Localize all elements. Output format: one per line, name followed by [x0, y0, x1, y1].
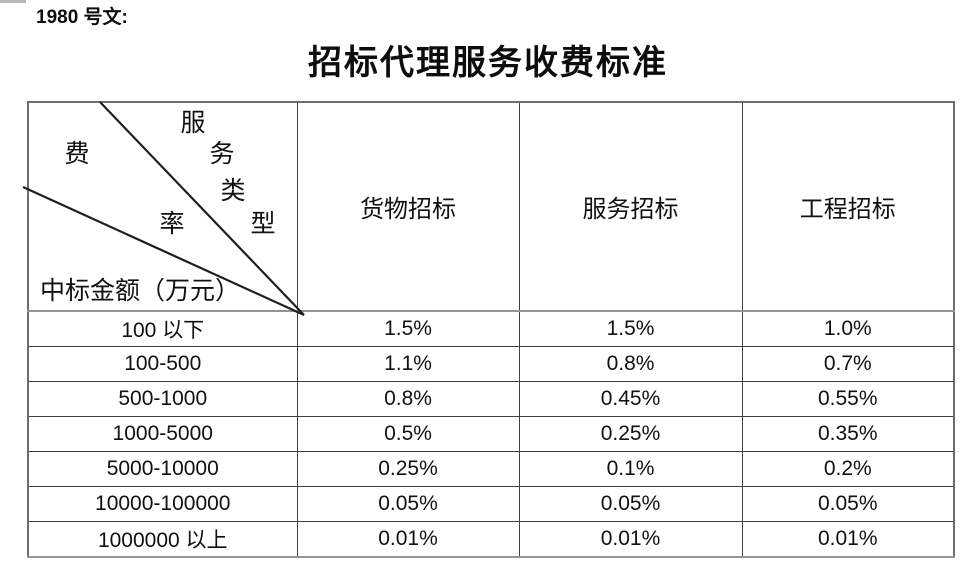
row-label: 100-500 [27, 346, 298, 382]
table-row: 5000-10000 0.25% 0.1% 0.2% [27, 451, 955, 487]
table-row: 500-1000 0.8% 0.45% 0.55% [27, 381, 955, 417]
row-label: 10000-100000 [27, 486, 298, 522]
fee-table: 服 务 类 型 费 率 中标金额（万元） 货物招标 服务招标 工程招标 100 … [22, 101, 955, 558]
table-row: 10000-100000 0.05% 0.05% 0.05% [27, 486, 955, 522]
fee-value: 0.25% [518, 416, 743, 452]
column-header-service: 服务招标 [518, 101, 743, 312]
row-label: 5000-10000 [27, 451, 298, 487]
corner-label-service-char: 服 [180, 110, 206, 137]
header-diagonal-lines [22, 101, 305, 317]
fee-value: 0.35% [741, 416, 955, 452]
table-row: 100-500 1.1% 0.8% 0.7% [27, 346, 955, 382]
column-header-engineering: 工程招标 [741, 101, 955, 312]
doc-number-label: 1980 号文: [36, 7, 128, 28]
row-label: 500-1000 [27, 381, 298, 417]
fee-value: 0.05% [296, 486, 520, 522]
corner-label-service-char: 型 [250, 211, 276, 238]
table-row: 1000-5000 0.5% 0.25% 0.35% [27, 416, 955, 452]
fee-value: 0.7% [741, 346, 955, 382]
corner-header-cell: 服 务 类 型 费 率 中标金额（万元） [22, 101, 305, 317]
fee-value: 0.8% [296, 381, 520, 417]
row-label: 100 以下 [27, 310, 298, 347]
row-label: 1000000 以上 [27, 521, 298, 558]
table-row: 1000000 以上 0.01% 0.01% 0.01% [27, 521, 955, 558]
fee-value: 0.05% [741, 486, 955, 522]
fee-value: 0.8% [518, 346, 743, 382]
fee-value: 1.5% [296, 310, 520, 347]
table-header-row: 服 务 类 型 费 率 中标金额（万元） 货物招标 服务招标 工程招标 [22, 101, 955, 317]
fee-value: 1.0% [741, 310, 955, 347]
fee-value: 0.55% [741, 381, 955, 417]
corner-label-fee-char: 率 [159, 211, 185, 238]
fee-value: 0.2% [741, 451, 955, 487]
table-row: 100 以下 1.5% 1.5% 1.0% [27, 310, 955, 347]
row-label: 1000-5000 [27, 416, 298, 452]
column-header-goods: 货物招标 [296, 101, 520, 312]
fee-value: 0.45% [518, 381, 743, 417]
fee-value: 1.5% [518, 310, 743, 347]
fee-value: 1.1% [296, 346, 520, 382]
fee-value: 0.5% [296, 416, 520, 452]
page-title: 招标代理服务收费标准 [308, 45, 668, 82]
scan-edge-artifact [0, 0, 26, 3]
fee-value: 0.01% [296, 521, 520, 558]
fee-value: 0.01% [518, 521, 743, 558]
fee-value: 0.1% [518, 451, 743, 487]
corner-label-service-char: 类 [220, 178, 246, 205]
corner-label-fee-char: 费 [64, 141, 90, 168]
fee-value: 0.01% [741, 521, 955, 558]
corner-label-amount: 中标金额（万元） [40, 278, 241, 305]
fee-value: 0.05% [518, 486, 743, 522]
corner-label-service-char: 务 [209, 141, 235, 168]
fee-value: 0.25% [296, 451, 520, 487]
